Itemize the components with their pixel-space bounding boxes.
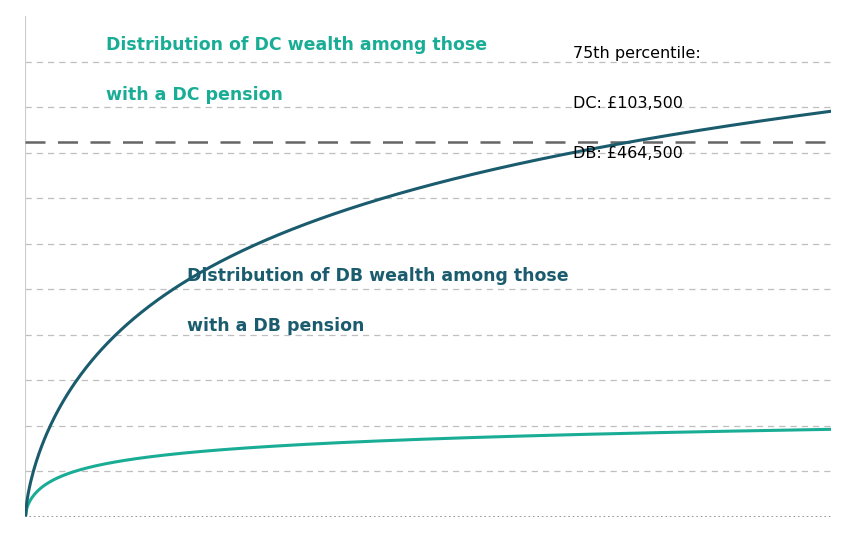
Text: DB: £464,500: DB: £464,500 <box>573 146 683 162</box>
Text: with a DC pension: with a DC pension <box>106 86 283 104</box>
Text: Distribution of DB wealth among those: Distribution of DB wealth among those <box>187 267 568 285</box>
Text: 75th percentile:: 75th percentile: <box>573 46 701 61</box>
Text: Distribution of DC wealth among those: Distribution of DC wealth among those <box>106 36 487 54</box>
Text: with a DB pension: with a DB pension <box>187 317 364 335</box>
Text: DC: £103,500: DC: £103,500 <box>573 96 683 112</box>
